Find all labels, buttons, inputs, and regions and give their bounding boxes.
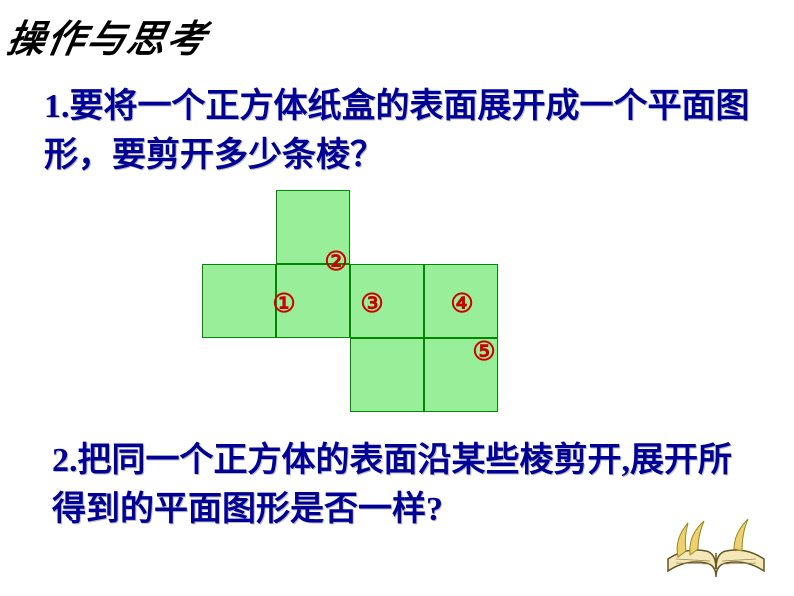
net-cell <box>202 264 276 338</box>
net-label: ⑤ <box>470 338 498 366</box>
net-label: ① <box>270 290 298 318</box>
book-icon <box>666 519 766 584</box>
page-title: 操作与思考 <box>3 8 213 63</box>
net-label: ③ <box>358 290 386 318</box>
net-cell <box>350 338 424 412</box>
question-2: 2.把同一个正方体的表面沿某些棱剪开,展开所得到的平面图形是否一样? <box>52 436 752 535</box>
net-label: ④ <box>448 290 476 318</box>
question-1: 1.要将一个正方体纸盒的表面展开成一个平面图形，要剪开多少条棱？ <box>44 82 754 181</box>
net-label: ② <box>322 248 350 276</box>
